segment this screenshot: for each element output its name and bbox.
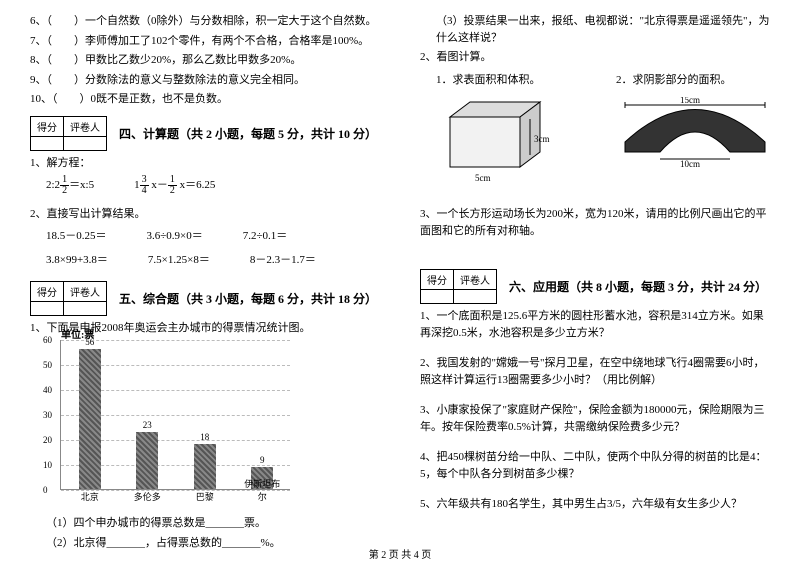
judge-item: 10、（ ）0既不是正数，也不是负数。 — [30, 91, 380, 108]
section-5-title: 五、综合题（共 3 小题，每题 6 分，共计 18 分） — [119, 290, 377, 307]
judge-item: 6、（ ）一个自然数（0除外）与分数相除，积一定大于这个自然数。 — [30, 13, 380, 30]
app-q4: 4、把450棵树苗分给一中队、二中队，使两个中队分得的树苗的比是4：5，每个中队… — [420, 449, 770, 482]
calc-item: 7.2÷0.1＝ — [243, 227, 288, 243]
score-cell — [31, 301, 64, 315]
score-cell — [421, 290, 454, 304]
eq-text: x－ — [149, 179, 168, 191]
q2-heading: 2、看图计算。 — [420, 49, 770, 66]
x-axis-label: 巴黎 — [185, 490, 225, 503]
calc-item: 8－2.3－1.7＝ — [250, 251, 316, 267]
calc-item: 7.5×1.25×8＝ — [148, 251, 210, 267]
eq-text: ＝x:5 — [69, 179, 94, 191]
cube-block: 1．求表面积和体积。 3cm 5cm — [420, 69, 560, 197]
denominator: 2 — [168, 186, 177, 196]
y-axis-label: 50 — [43, 360, 52, 370]
q5-sub3: （3）投票结果一出来，报纸、电视都说："北京得票是遥遥领先"，为什么这样说？ — [436, 13, 770, 46]
calc-row: 3.8×99+3.8＝ 7.5×1.25×8＝ 8－2.3－1.7＝ — [46, 251, 380, 267]
q3: 3、一个长方形运动场长为200米，宽为120米，请用的比例尺画出它的平面图和它的… — [420, 206, 770, 239]
x-axis-label: 北京 — [70, 490, 110, 503]
eq-text: x＝6.25 — [177, 179, 216, 191]
judge-item: 8、（ ）甲数比乙数少20%，那么乙数比甲数多20%。 — [30, 52, 380, 69]
score-box: 得分评卷人 — [30, 281, 107, 316]
score-label: 得分 — [421, 270, 454, 290]
y-axis-label: 20 — [43, 435, 52, 445]
calc-item: 3.8×99+3.8＝ — [46, 251, 108, 267]
y-axis-label: 40 — [43, 385, 52, 395]
q4-1: 1、解方程： — [30, 155, 380, 172]
app-q1: 1、一个底面积是125.6平方米的圆柱形蓄水池，容积是314立方米。如果再深挖0… — [420, 308, 770, 341]
x-axis-label: 伊斯坦布尔 — [242, 477, 282, 503]
cuboid-figure: 3cm 5cm — [440, 97, 560, 187]
app-q5: 5、六年级共有180名学生，其中男生占3/5，六年级有女生多少人？ — [420, 496, 770, 513]
cube-side-label: 5cm — [475, 173, 491, 183]
chart-bar: 18 — [194, 444, 216, 489]
bar-value-label: 23 — [136, 420, 158, 430]
judge-item: 9、（ ）分数除法的意义与整数除法的意义完全相同。 — [30, 72, 380, 89]
x-axis-label: 多伦多 — [127, 490, 167, 503]
fraction: 12 — [60, 175, 69, 196]
cube-height-label: 3cm — [534, 134, 550, 144]
denominator: 4 — [140, 186, 149, 196]
right-column: （3）投票结果一出来，报纸、电视都说："北京得票是遥遥领先"，为什么这样说？ 2… — [420, 10, 770, 554]
calc-row: 18.5－0.25＝ 3.6÷0.9×0＝ 7.2÷0.1＝ — [46, 227, 380, 243]
arch-block: 2．求阴影部分的面积。 15cm 10cm — [600, 69, 770, 177]
section-5-header: 得分评卷人 五、综合题（共 3 小题，每题 6 分，共计 18 分） — [30, 281, 380, 316]
section-6-header: 得分评卷人 六、应用题（共 8 小题，每题 3 分，共计 24 分） — [420, 269, 770, 304]
equation-1a: 2:212＝x:5 — [46, 175, 94, 196]
figure-row: 1．求表面积和体积。 3cm 5cm 2．求阴影部分的面积。 — [420, 69, 770, 197]
section-4-header: 得分评卷人 四、计算题（共 2 小题，每题 5 分，共计 10 分） — [30, 116, 380, 151]
equation-row: 2:212＝x:5 134 x－12 x＝6.25 — [46, 175, 380, 196]
page-footer: 第 2 页 共 4 页 — [0, 546, 800, 561]
eq-text: 2:2 — [46, 179, 60, 191]
grader-cell — [64, 301, 107, 315]
arch-bottom-label: 10cm — [680, 159, 700, 167]
y-axis-label: 60 — [43, 335, 52, 345]
q5-sub1: （1）四个申办城市的得票总数是_______票。 — [46, 515, 380, 532]
grader-label: 评卷人 — [64, 281, 107, 301]
app-q3: 3、小康家投保了"家庭财产保险"，保险金额为180000元，保险期限为三年。按年… — [420, 402, 770, 435]
grader-label: 评卷人 — [454, 270, 497, 290]
score-box: 得分评卷人 — [30, 116, 107, 151]
bar-value-label: 56 — [79, 337, 101, 347]
bar-value-label: 9 — [251, 455, 273, 465]
fraction: 34 — [140, 175, 149, 196]
equation-1b: 134 x－12 x＝6.25 — [134, 175, 215, 196]
left-column: 6、（ ）一个自然数（0除外）与分数相除，积一定大于这个自然数。 7、（ ）李师… — [30, 10, 380, 554]
bar-value-label: 18 — [194, 432, 216, 442]
app-q2: 2、我国发射的"嫦娥一号"探月卫星，在空中绕地球飞行4圈需要6小时，照这样计算运… — [420, 355, 770, 388]
arch-figure: 15cm 10cm — [620, 97, 770, 167]
section-6-title: 六、应用题（共 8 小题，每题 3 分，共计 24 分） — [509, 278, 767, 295]
calc-item: 18.5－0.25＝ — [46, 227, 107, 243]
arch-top-label: 15cm — [680, 97, 700, 105]
fraction: 12 — [168, 175, 177, 196]
q2-2: 2．求阴影部分的面积。 — [616, 72, 770, 89]
section-4-title: 四、计算题（共 2 小题，每题 5 分，共计 10 分） — [119, 125, 377, 142]
grader-cell — [64, 136, 107, 150]
grader-cell — [454, 290, 497, 304]
score-cell — [31, 136, 64, 150]
y-axis-label: 0 — [43, 485, 48, 495]
chart-bar: 23 — [136, 432, 158, 490]
chart-bar: 56 — [79, 349, 101, 489]
q4-2: 2、直接写出计算结果。 — [30, 206, 380, 223]
score-box: 得分评卷人 — [420, 269, 497, 304]
y-axis-label: 10 — [43, 460, 52, 470]
grader-label: 评卷人 — [64, 116, 107, 136]
bar-chart: 单位:票 010203040506056北京23多伦多18巴黎9伊斯坦布尔 — [60, 340, 290, 490]
calc-item: 3.6÷0.9×0＝ — [147, 227, 203, 243]
score-label: 得分 — [31, 116, 64, 136]
y-axis-label: 30 — [43, 410, 52, 420]
q2-1: 1．求表面积和体积。 — [436, 72, 560, 89]
judge-item: 7、（ ）李师傅加工了102个零件，有两个不合格，合格率是100%。 — [30, 33, 380, 50]
denominator: 2 — [60, 186, 69, 196]
score-label: 得分 — [31, 281, 64, 301]
